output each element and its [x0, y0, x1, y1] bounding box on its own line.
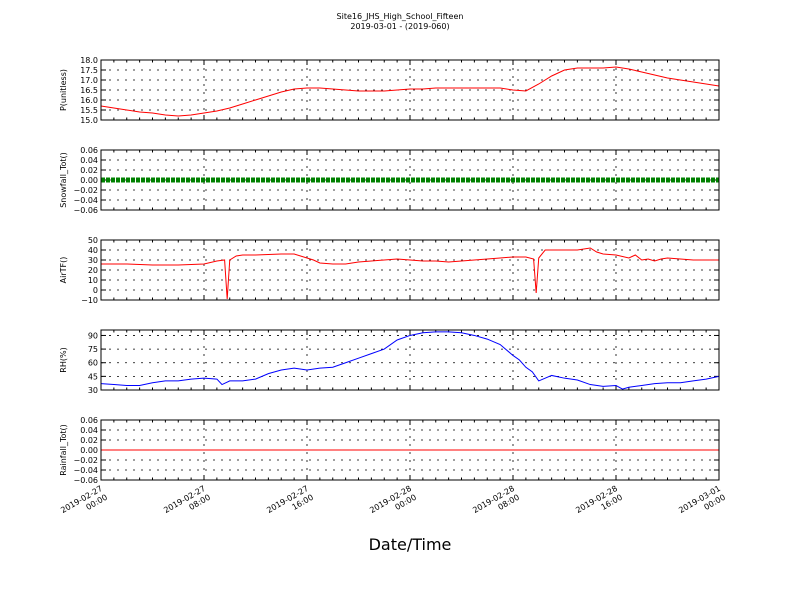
y-axis-label: AirTF() [59, 257, 68, 284]
y-tick-label: 30 [88, 386, 98, 395]
y-tick-label: 30 [88, 256, 98, 265]
y-tick-label: 15.5 [80, 106, 98, 115]
plot-frame [100, 419, 720, 481]
y-tick-label: 0.04 [80, 156, 98, 165]
plot-frame [100, 149, 720, 211]
y-tick-label: 18.0 [80, 56, 98, 65]
panel-1: 15.015.516.016.517.017.518.0 P(unitless) [59, 56, 720, 125]
x-tick-label: 2019-03-0100:00 [677, 484, 727, 524]
panels-group: 15.015.516.016.517.017.518.0 P(unitless) −… [59, 56, 720, 485]
y-tick-label: 90 [88, 331, 98, 340]
y-axis-label: P(unitless) [59, 69, 68, 111]
y-tick-label: 16.0 [80, 96, 98, 105]
y-tick-label: −0.06 [73, 476, 98, 485]
y-tick-label: 17.0 [80, 76, 98, 85]
chart-subtitle: 2019-03-01 - (2019-060) [350, 22, 449, 31]
y-tick-label: 20 [88, 266, 98, 275]
y-axis-label: Rainfall_Tot() [59, 424, 68, 476]
y-tick-label: 60 [88, 359, 98, 368]
y-axis-label: Snowfall_Tot() [59, 152, 68, 208]
y-tick-label: 0.06 [80, 416, 98, 425]
y-tick-label: 16.5 [80, 86, 98, 95]
y-tick-label: 10 [88, 276, 98, 285]
plot-frame [100, 329, 720, 391]
y-tick-label: −0.06 [73, 206, 98, 215]
y-tick-label: 40 [88, 246, 98, 255]
x-tick-label: 2019-02-2816:00 [574, 484, 624, 524]
y-tick-label: 17.5 [80, 66, 98, 75]
panel-2: −0.06−0.04−0.020.000.020.040.06 Snowfall_… [59, 146, 720, 215]
y-tick-label: 45 [88, 372, 98, 381]
x-tick-label: 2019-02-2700:00 [59, 484, 109, 524]
plot-frame [100, 239, 720, 301]
series-line [100, 331, 720, 390]
y-tick-label: −10 [81, 296, 98, 305]
panel-4: 30 45 60 75 90 RH(%) [59, 329, 720, 395]
chart-title: Site16_JHS_High_School_Fifteen [337, 12, 464, 21]
y-tick-label: 0.02 [80, 436, 98, 445]
series-line [100, 66, 720, 117]
y-tick-label: −0.02 [73, 456, 98, 465]
y-tick-label: 0.02 [80, 166, 98, 175]
y-tick-label: −0.04 [73, 196, 98, 205]
y-tick-label: 0 [93, 286, 98, 295]
x-tick-label: 2019-02-2708:00 [162, 484, 212, 524]
y-tick-label: −0.02 [73, 186, 98, 195]
x-tick-label: 2019-02-2808:00 [471, 484, 521, 524]
series-line [101, 247, 719, 300]
y-tick-label: 0.04 [80, 426, 98, 435]
y-tick-label: 15.0 [80, 116, 98, 125]
y-tick-label: 0.06 [80, 146, 98, 155]
panel-5: −0.06−0.04−0.020.000.020.040.06 Rainfall_… [59, 416, 720, 485]
plot-frame [100, 59, 720, 121]
x-axis-label: Date/Time [369, 535, 452, 554]
x-tick-labels: 2019-02-2700:00 2019-02-2708:00 2019-02-27… [59, 484, 727, 524]
y-tick-label: 75 [88, 345, 98, 354]
x-tick-label: 2019-02-2716:00 [265, 484, 315, 524]
x-tick-label: 2019-02-2800:00 [368, 484, 418, 524]
y-tick-label: 0.00 [80, 446, 98, 455]
y-axis-label: RH(%) [59, 347, 68, 372]
y-tick-label: 50 [88, 236, 98, 245]
y-tick-label: −0.04 [73, 466, 98, 475]
y-tick-label: 0.00 [80, 176, 98, 185]
